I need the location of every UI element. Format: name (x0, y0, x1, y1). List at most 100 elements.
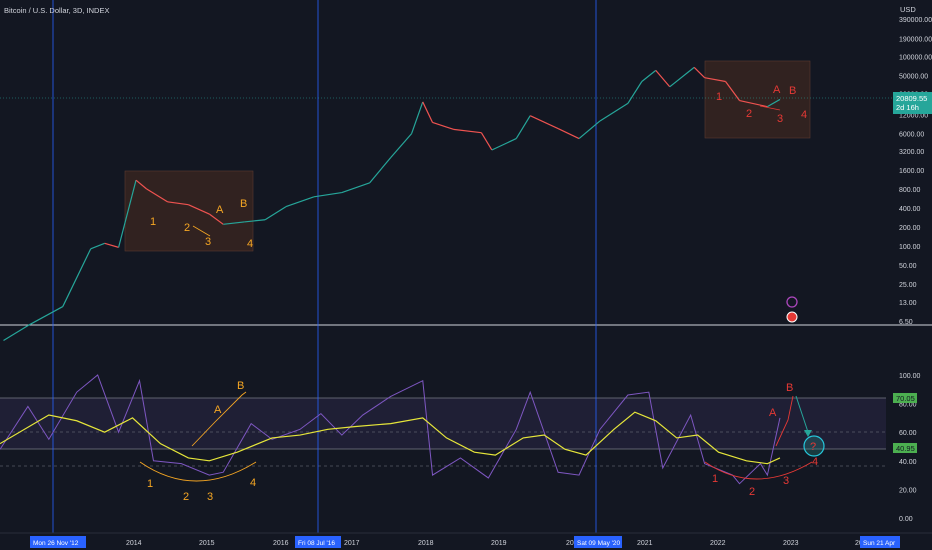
price-segment (104, 242, 119, 248)
rsi2022-projection-arrow (795, 395, 809, 433)
ann-top2014-2: 2 (184, 222, 190, 234)
price-axis-label: 6000.00 (899, 132, 924, 139)
ann-top2022-3: 3 (777, 113, 783, 125)
arrow-head-icon (804, 430, 812, 437)
price-axis-label: 12000.00 (899, 113, 928, 120)
ann-rsi2014-2: 2 (183, 491, 189, 503)
price-segment (693, 66, 706, 79)
year-label: 2014 (126, 540, 142, 547)
year-label-partial: 202 (566, 540, 578, 547)
price-segment (264, 206, 287, 221)
rsi-axis-label: 80.00 (899, 402, 917, 409)
price-segment (422, 101, 434, 123)
price-segment (515, 115, 531, 139)
time-badge-bg (30, 536, 86, 548)
ann-rsi2014-B: B (237, 380, 244, 392)
annotation-box-2014[interactable] (124, 170, 254, 252)
price-segment (90, 242, 105, 250)
ann-rsi2022-3: 3 (783, 475, 789, 487)
time-badge-text: Sat 09 May '20 (577, 540, 621, 547)
price-segment (244, 219, 266, 223)
rsi-badge-lower: 40.95 (893, 443, 917, 453)
ann-top2014-A: A (216, 204, 224, 216)
ann-rsi2014-4: 4 (250, 477, 256, 489)
ann-rsi2022-B: B (786, 382, 793, 394)
svg-text:70.05: 70.05 (896, 394, 915, 403)
price-segment (704, 77, 726, 83)
rsi-axis-label: 20.00 (899, 487, 917, 494)
year-label: 2017 (344, 540, 360, 547)
ann-rsi2014-1: 1 (147, 478, 153, 490)
question-mark: ? (810, 441, 816, 453)
price-axis-label: 390000.00 (899, 17, 932, 24)
price-axis-label: 50000.00 (899, 73, 928, 80)
rsi-axis[interactable]: 100.00 80.00 60.00 40.00 20.00 0.00 (899, 373, 921, 523)
ann-top2014-4: 4 (247, 238, 253, 250)
year-label: 2022 (710, 540, 726, 547)
price-segment (739, 99, 768, 108)
year-label: 2016 (273, 540, 289, 547)
price-segment (285, 196, 315, 208)
rsi2014-path (191, 391, 247, 447)
year-label: 2019 (491, 540, 507, 547)
annotation-box-2022[interactable] (704, 60, 811, 139)
price-segment (453, 128, 482, 134)
ann-top2022-2: 2 (746, 108, 752, 120)
price-segment (411, 101, 424, 134)
rsi2022-arc (704, 461, 813, 480)
price-segment (578, 120, 601, 140)
price-axis-label: 1600.00 (899, 168, 924, 175)
ann-top2014-B: B (240, 198, 247, 210)
year-label: 2018 (418, 540, 434, 547)
price-badge-value: 20809.55 (896, 94, 927, 103)
price-axis-label: 50.00 (899, 263, 917, 270)
rsi-line (0, 374, 781, 485)
time-badge-bg (295, 536, 341, 548)
rsi-axis-label: 40.00 (899, 459, 917, 466)
ann-rsi2022-2: 2 (749, 486, 755, 498)
price-segment (767, 98, 781, 108)
price-axis-label: 200.00 (899, 225, 921, 232)
price-axis-label: 100000.00 (899, 54, 932, 61)
flag-event-icon[interactable] (786, 311, 798, 323)
price-segment (135, 179, 147, 190)
question-circle-icon[interactable] (803, 435, 825, 457)
price-segment (432, 121, 454, 130)
year-label: 2015 (199, 540, 215, 547)
time-badge-bg (574, 536, 622, 548)
ann-rsi2022-1: 1 (712, 473, 718, 485)
ann-rsi2014-A: A (214, 404, 222, 416)
price-segment (557, 128, 580, 140)
ann-rsi2014-3: 3 (207, 491, 213, 503)
time-badge-bg (860, 536, 900, 548)
price-segment (167, 201, 189, 206)
ann-top2022-B: B (789, 85, 796, 97)
price-axis-label: 100.00 (899, 244, 921, 251)
time-axis[interactable]: 2014 2015 2016 2017 2018 2019 2021 2022 2023 202 2… (30, 536, 900, 548)
rsi-axis-label: 0.00 (899, 516, 913, 523)
time-badge-text: Mon 26 Nov '12 (33, 540, 79, 547)
price-segment (369, 157, 392, 184)
price-segment (390, 133, 413, 159)
ann-top2014-1: 1 (150, 216, 156, 228)
year-label-partial: 20 (855, 540, 863, 547)
price-segment (627, 81, 643, 104)
price-axis-label: 25.00 (899, 282, 917, 289)
ann-rsi2022-4: 4 (812, 456, 818, 468)
ann-top2014-3: 3 (205, 236, 211, 248)
price-segment (208, 213, 224, 225)
price-segment (669, 66, 695, 88)
price-segment (188, 204, 210, 215)
price-segment (62, 248, 92, 307)
rsi2014-arc (139, 461, 257, 482)
symbol-title[interactable]: Bitcoin / U.S. Dollar, 3D, INDEX (4, 6, 109, 15)
price-segment (146, 188, 168, 203)
price-axis-label: 400.00 (899, 206, 921, 213)
lightning-event-icon[interactable] (786, 296, 798, 308)
ann-top2014-arrow (192, 225, 211, 237)
svg-text:40.95: 40.95 (896, 444, 915, 453)
price-segment (491, 138, 517, 151)
time-badge-text: Fri 08 Jul '16 (298, 540, 335, 547)
price-segment (655, 69, 671, 88)
